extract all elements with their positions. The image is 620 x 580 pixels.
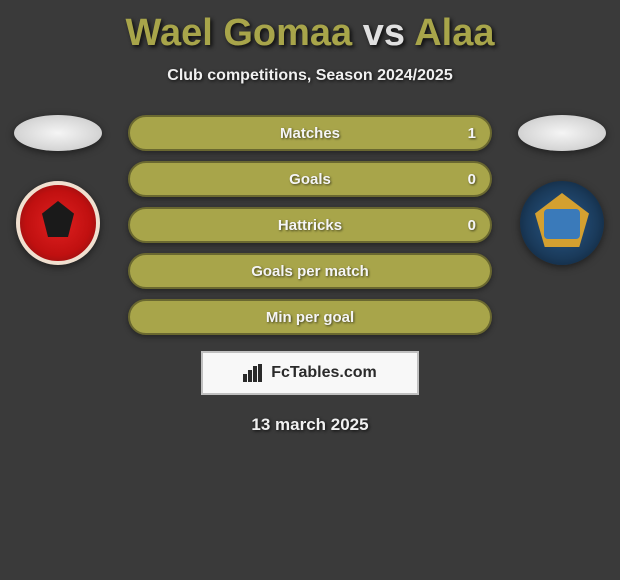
brand-text: FcTables.com xyxy=(271,364,377,382)
stat-row-min-per-goal: Min per goal xyxy=(128,299,492,335)
stat-right-value: 1 xyxy=(468,125,476,142)
brand-watermark: FcTables.com xyxy=(201,351,419,395)
stat-label: Min per goal xyxy=(266,309,354,326)
stat-row-goals: Goals 0 xyxy=(128,161,492,197)
player1-column xyxy=(8,115,108,265)
stat-row-goals-per-match: Goals per match xyxy=(128,253,492,289)
player2-column xyxy=(512,115,612,265)
stat-label: Matches xyxy=(280,125,340,142)
player1-club-badge xyxy=(16,181,100,265)
player2-club-badge xyxy=(520,181,604,265)
player2-name: Alaa xyxy=(414,12,494,54)
player1-name: Wael Gomaa xyxy=(126,12,353,54)
stat-row-hattricks: Hattricks 0 xyxy=(128,207,492,243)
page-title: Wael Gomaa vs Alaa xyxy=(0,0,620,55)
chart-icon xyxy=(243,364,265,382)
stat-right-value: 0 xyxy=(468,217,476,234)
player2-avatar xyxy=(518,115,606,151)
stat-row-matches: Matches 1 xyxy=(128,115,492,151)
subtitle: Club competitions, Season 2024/2025 xyxy=(0,67,620,85)
player1-avatar xyxy=(14,115,102,151)
stat-right-value: 0 xyxy=(468,171,476,188)
stats-column: Matches 1 Goals 0 Hattricks 0 Goals per … xyxy=(108,115,512,335)
stat-label: Goals per match xyxy=(251,263,369,280)
date-label: 13 march 2025 xyxy=(0,415,620,435)
stat-label: Hattricks xyxy=(278,217,342,234)
vs-separator: vs xyxy=(363,12,405,54)
stat-label: Goals xyxy=(289,171,331,188)
content-row: Matches 1 Goals 0 Hattricks 0 Goals per … xyxy=(0,115,620,335)
